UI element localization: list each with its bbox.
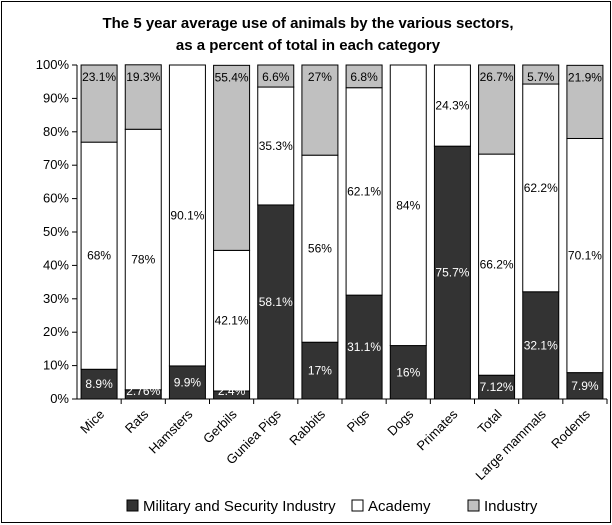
data-label: 7.12% (480, 380, 514, 394)
category-label: Rabbits (286, 406, 328, 448)
data-label: 32.1% (524, 338, 558, 352)
bar-segment (213, 249, 251, 392)
data-label: 5.7% (527, 70, 555, 84)
bar-segment (389, 64, 427, 347)
data-label: 17% (308, 364, 332, 378)
data-labels: 8.9% 68% 23.1% 2.76% 78% 19.3% 9.9% 90.1% 2.4% 42… (82, 70, 602, 398)
bar-segment (433, 64, 471, 147)
data-label: 70.1% (568, 249, 602, 263)
data-label: 21.9% (568, 70, 602, 84)
y-tick-label: 10% (43, 358, 69, 373)
bar-segment (566, 372, 604, 400)
y-tick-label: 70% (43, 157, 69, 172)
legend-swatch (467, 499, 480, 512)
data-label: 27% (308, 70, 332, 84)
category-label: Total (475, 406, 505, 436)
bar-segment (213, 64, 251, 251)
y-tick-label: 60% (43, 191, 69, 206)
bar-segment (257, 86, 295, 206)
bar-segment (345, 64, 383, 89)
category-label: Mice (77, 407, 107, 437)
data-label: 9.9% (174, 375, 202, 389)
category-label: Rats (122, 406, 152, 436)
data-label: 78% (131, 253, 155, 267)
data-label: 2.76% (126, 384, 160, 398)
data-label: 62.2% (524, 181, 558, 195)
data-label: 6.8% (350, 70, 378, 84)
legend-label: Industry (484, 498, 538, 515)
bar-segment (566, 64, 604, 139)
y-tick-label: 90% (43, 90, 69, 105)
legend-swatch (351, 499, 364, 512)
data-label: 58.1% (259, 295, 293, 309)
bar-segment (522, 64, 560, 85)
data-label: 56% (308, 242, 332, 256)
data-label: 2.4% (218, 384, 246, 398)
bar-segment (301, 64, 339, 156)
bar-segment (80, 368, 118, 400)
y-tick-label: 50% (43, 224, 69, 239)
data-label: 68% (87, 249, 111, 263)
bar-segment (168, 64, 206, 367)
category-label: Gerbils (200, 406, 240, 446)
bar-segment (345, 294, 383, 400)
data-label: 7.9% (571, 379, 599, 393)
category-label: Hamsters (146, 406, 196, 456)
y-tick-label: 80% (43, 124, 69, 139)
bar-segment (345, 87, 383, 296)
bar-segment (301, 154, 339, 343)
chart-subtitle: as a percent of total in each category (176, 37, 441, 54)
y-tick-label: 0% (50, 391, 69, 406)
chart-title: The 5 year average use of animals by the… (102, 15, 513, 32)
data-label: 90.1% (170, 208, 204, 222)
data-label: 31.1% (347, 340, 381, 354)
data-label: 66.2% (480, 258, 514, 272)
bar-segment (124, 64, 162, 130)
data-label: 6.6% (262, 70, 290, 84)
data-label: 23.1% (82, 70, 116, 84)
legend-label: Military and Security Industry (143, 498, 336, 515)
data-label: 35.3% (259, 139, 293, 153)
y-tick-label: 40% (43, 257, 69, 272)
category-label: Primates (414, 406, 461, 453)
bar-segment (257, 64, 295, 88)
data-label: 62.1% (347, 184, 381, 198)
data-label: 55.4% (215, 70, 249, 84)
legend: Military and Security Industry Academy Ind… (117, 496, 549, 520)
category-label: Pigs (344, 406, 373, 435)
category-label: Rodents (548, 406, 593, 451)
bars (80, 64, 604, 400)
data-label: 84% (396, 198, 420, 212)
y-tick-label: 100% (36, 57, 70, 72)
data-label: 75.7% (435, 266, 469, 280)
bar-segment (478, 64, 516, 155)
data-label: 19.3% (126, 70, 160, 84)
bar-segment (522, 83, 560, 293)
legend-label: Academy (368, 498, 431, 515)
data-label: 24.3% (435, 99, 469, 113)
bar-segment (478, 153, 516, 376)
bar-segment (168, 365, 206, 400)
bar-segment (566, 137, 604, 374)
y-tick-label: 20% (43, 324, 69, 339)
data-label: 16% (396, 365, 420, 379)
data-label: 42.1% (215, 314, 249, 328)
bar-segment (257, 204, 295, 400)
data-label: 26.7% (480, 70, 514, 84)
y-tick-label: 30% (43, 291, 69, 306)
bar-segment (80, 64, 118, 143)
legend-swatch (126, 499, 139, 512)
category-label: Dogs (384, 406, 416, 438)
data-label: 8.9% (85, 377, 113, 391)
y-axis: 0% 10% 20% 30% 40% 50% 60% 70% 80% 90% 100% (36, 57, 78, 406)
